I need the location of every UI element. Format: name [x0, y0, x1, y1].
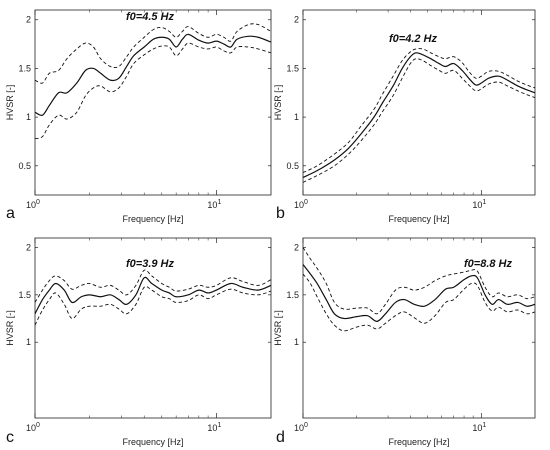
f0-annotation: f0=4.5 Hz: [126, 11, 174, 23]
y-tick-label: 1.5: [18, 63, 31, 73]
series-line-mean: [35, 33, 271, 116]
series-line-mean: [303, 52, 535, 179]
series-group: [35, 23, 271, 139]
y-tick-label: 0.5: [18, 161, 31, 171]
y-axis-label: HVSR [-]: [273, 310, 283, 346]
x-tick-label: 100: [26, 199, 40, 210]
y-axis-label: HVSR [-]: [5, 85, 15, 121]
y-tick-label: 1.5: [286, 290, 299, 300]
y-tick-label: 0.5: [286, 161, 299, 171]
x-tick-label: 101: [472, 199, 486, 210]
x-axis-label: Frequency [Hz]: [388, 214, 449, 224]
y-tick-label: 1: [294, 112, 299, 122]
panel-a: 0.5 1 1.5 2 100 101 Frequency [Hz] HVSR [-] f0=4…: [5, 9, 272, 224]
x-axis-label: Frequency [Hz]: [388, 437, 449, 447]
y-tick-label: 2: [26, 15, 31, 25]
plot-frame: [302, 9, 536, 196]
panel-letter: b: [276, 205, 285, 222]
series-line-upper: [303, 48, 535, 174]
series-line-lower: [35, 286, 271, 326]
y-tick-label: 1: [26, 112, 31, 122]
series-line-upper: [35, 23, 271, 84]
x-axis-label: Frequency [Hz]: [122, 437, 183, 447]
series-line-upper: [35, 269, 271, 303]
y-tick-label: 1: [26, 337, 31, 347]
panel-d: 1 1.5 2 100 101 Frequency [Hz] HVSR [-] f0=8.8 …: [273, 237, 536, 447]
x-tick-label: 101: [207, 422, 221, 433]
y-tick-label: 2: [294, 242, 299, 252]
y-tick-label: 1.5: [286, 63, 299, 73]
x-tick-label: 101: [472, 422, 486, 433]
panel-letter: a: [6, 205, 15, 222]
y-tick-label: 1.5: [18, 290, 31, 300]
y-tick-label: 2: [26, 242, 31, 252]
series-group: [35, 269, 271, 326]
x-tick-label: 101: [207, 199, 221, 210]
plot-frame: [302, 237, 536, 419]
series-line-lower: [303, 58, 535, 183]
series-group: [303, 247, 535, 332]
x-axis-label: Frequency [Hz]: [122, 214, 183, 224]
panel-b: 0.5 1 1.5 2 100 101 Frequency [Hz] HVSR [-] f0=4…: [273, 9, 536, 224]
y-axis-label: HVSR [-]: [5, 310, 15, 346]
x-tick-label: 100: [294, 199, 308, 210]
y-tick-label: 1: [294, 337, 299, 347]
x-tick-label: 100: [294, 422, 308, 433]
series-line-mean: [35, 276, 271, 315]
y-axis-label: HVSR [-]: [273, 85, 283, 121]
panel-letter: c: [6, 429, 14, 446]
series-line-mean: [303, 264, 535, 322]
y-tick-label: 2: [294, 15, 299, 25]
x-tick-label: 100: [26, 422, 40, 433]
series-line-lower: [303, 273, 535, 332]
series-line-lower: [35, 42, 271, 139]
f0-annotation: f0=4.2 Hz: [389, 33, 437, 45]
series-group: [303, 48, 535, 183]
plot-frame: [34, 237, 272, 419]
f0-annotation: f0=3.9 Hz: [126, 258, 174, 270]
panel-letter: d: [276, 429, 285, 446]
panel-c: 1 1.5 2 100 101 Frequency [Hz] HVSR [-] f0=3.9 …: [5, 237, 272, 447]
plot-frame: [34, 9, 272, 196]
f0-annotation: f0=8.8 Hz: [464, 258, 512, 270]
series-line-upper: [303, 247, 535, 315]
